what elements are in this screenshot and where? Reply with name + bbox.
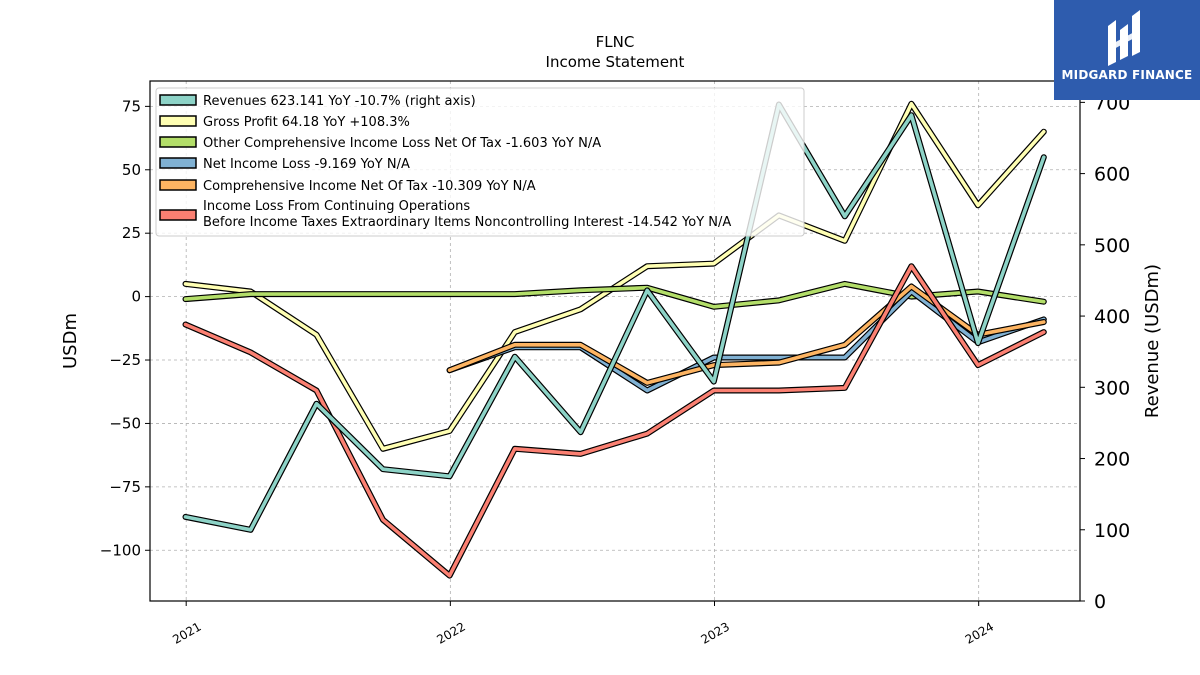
x-tick-label: 2024 [963, 619, 996, 646]
y-tick-label: 50 [122, 161, 141, 179]
y-right-tick-label: 300 [1094, 377, 1130, 399]
legend-box [155, 87, 805, 237]
legend-label: Gross Profit 64.18 YoY +108.3% [203, 115, 410, 130]
legend-swatch [159, 209, 197, 221]
legend-swatch [159, 136, 197, 148]
legend-swatch [159, 179, 197, 191]
y-right-tick-label: 400 [1094, 306, 1130, 328]
y-right-tick-label: 100 [1094, 520, 1130, 542]
x-tick-label: 2022 [434, 619, 467, 646]
y-right-tick-label: 600 [1094, 164, 1130, 186]
y-right-tick-label: 500 [1094, 235, 1130, 257]
series-line [183, 102, 1046, 532]
y-tick-label: −75 [109, 478, 141, 496]
series-layer [182, 100, 1047, 579]
legend-label: Net Income Loss -9.169 YoY N/A [203, 157, 410, 172]
y-tick-label: −25 [109, 351, 141, 369]
x-axis: 2021 2022 2023 2024 [170, 601, 996, 647]
legend-label: Revenues 623.141 YoY -10.7% (right axis) [203, 94, 476, 109]
y-tick-label: −50 [109, 414, 141, 432]
y-axis-label: USDm [60, 313, 81, 369]
legend-swatch [159, 94, 197, 106]
y-tick-label: −100 [100, 541, 141, 559]
legend-label-line2: Before Income Taxes Extraordinary Items … [203, 215, 731, 230]
x-tick-label: 2023 [699, 619, 732, 646]
chart-title: FLNC [596, 33, 635, 51]
y-right-tick-label: 0 [1094, 591, 1106, 613]
y-tick-label: 0 [131, 288, 141, 306]
series-income-loss-from-continuing [182, 263, 1047, 579]
series-line-outline [182, 263, 1047, 579]
x-tick-label: 2021 [170, 619, 203, 646]
legend-label: Other Comprehensive Income Loss Net Of T… [203, 136, 601, 151]
legend-swatch [159, 115, 197, 127]
y-tick-label: 25 [122, 224, 141, 242]
plot-frame [149, 80, 1081, 602]
legend-swatch [159, 157, 197, 169]
y-right-tick-label: 200 [1094, 449, 1130, 471]
logo-icon [1108, 10, 1140, 66]
left-axis: 75 50 25 0 −25 −50 −75 −100 [100, 97, 150, 559]
series-revenues [182, 101, 1047, 533]
series-line [183, 264, 1046, 578]
legend-label: Income Loss From Continuing Operations [203, 199, 470, 214]
legend: Revenues 623.141 YoY -10.7% (right axis)… [155, 87, 805, 237]
y-tick-label: 75 [122, 97, 141, 115]
logo-text: MIDGARD FINANCE [1061, 68, 1193, 82]
legend-label: Comprehensive Income Net Of Tax -10.309 … [203, 179, 536, 194]
logo: MIDGARD FINANCE [1054, 0, 1200, 100]
y-axis-right-label: Revenue (USDm) [1142, 264, 1163, 418]
chart-subtitle: Income Statement [546, 53, 685, 71]
